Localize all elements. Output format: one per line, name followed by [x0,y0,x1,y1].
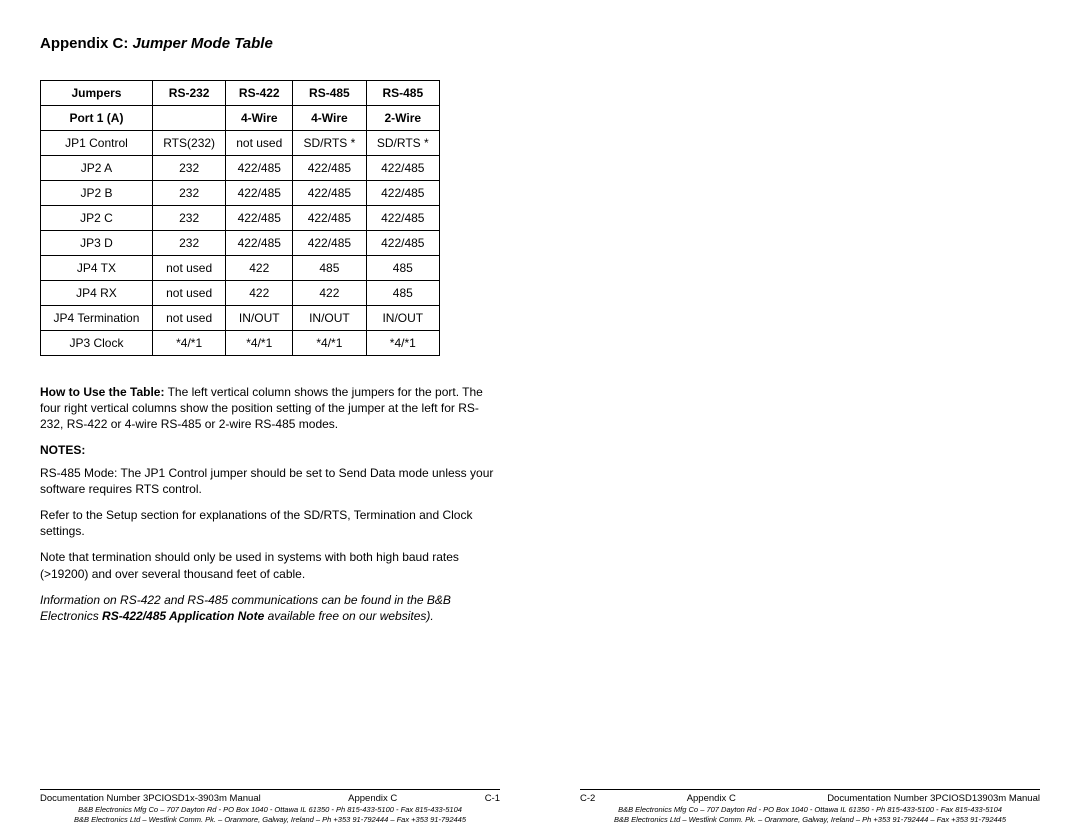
th: RS-422 [226,81,293,106]
note4-b: RS-422/485 Application Note [102,609,264,623]
note-4: Information on RS-422 and RS-485 communi… [40,592,500,624]
table-row: JP2 A232422/485422/485422/485 [41,156,440,181]
table-row: JP4 Terminationnot usedIN/OUTIN/OUTIN/OU… [41,306,440,331]
table-cell: JP2 B [41,181,153,206]
table-cell: 485 [366,281,439,306]
footer-tiny-2: B&B Electronics Ltd – Westlink Comm. Pk.… [40,815,500,824]
table-cell: not used [152,281,225,306]
table-cell: not used [152,256,225,281]
table-cell: *4/*1 [152,331,225,356]
table-row: JP4 TXnot used422485485 [41,256,440,281]
table-cell: 422/485 [293,206,366,231]
table-cell: 485 [366,256,439,281]
right-page: C-2 Appendix C Documentation Number 3PCI… [540,0,1080,834]
note4-c: available free on our websites). [264,609,433,623]
table-cell: 422/485 [293,231,366,256]
table-cell: 422/485 [366,206,439,231]
left-page: Appendix C: Jumper Mode Table Jumpers RS… [0,0,540,834]
footer-page: C-2 [580,793,595,804]
right-footer: C-2 Appendix C Documentation Number 3PCI… [580,789,1040,824]
table-cell: 485 [293,256,366,281]
table-cell: JP4 RX [41,281,153,306]
table-cell: 232 [152,231,225,256]
jumper-table: Jumpers RS-232 RS-422 RS-485 RS-485 Port… [40,80,440,356]
footer-doc: Documentation Number 3PCIOSD1x-3903m Man… [40,793,261,804]
table-cell: JP4 TX [41,256,153,281]
th: RS-485 [293,81,366,106]
heading-prefix: Appendix C: [40,35,128,52]
table-cell: 422/485 [366,156,439,181]
footer-doc: Documentation Number 3PCIOSD13903m Manua… [827,793,1040,804]
table-cell: 422/485 [226,231,293,256]
table-cell: 422/485 [293,181,366,206]
table-cell: 422 [226,256,293,281]
table-cell: 422 [226,281,293,306]
table-cell: JP2 C [41,206,153,231]
footer-tiny-1: B&B Electronics Mfg Co – 707 Dayton Rd -… [40,805,500,814]
table-cell: JP3 D [41,231,153,256]
left-footer: Documentation Number 3PCIOSD1x-3903m Man… [40,789,500,824]
th: RS-232 [152,81,225,106]
footer-tiny-2: B&B Electronics Ltd – Westlink Comm. Pk.… [580,815,1040,824]
note-1: RS-485 Mode: The JP1 Control jumper shou… [40,465,500,497]
table-row: JP4 RXnot used422422485 [41,281,440,306]
table-cell: IN/OUT [366,306,439,331]
note-2: Refer to the Setup section for explanati… [40,507,500,539]
note-3: Note that termination should only be use… [40,549,500,581]
table-cell: 232 [152,156,225,181]
table-cell: *4/*1 [226,331,293,356]
table-header-row-1: Jumpers RS-232 RS-422 RS-485 RS-485 [41,81,440,106]
table-cell: IN/OUT [226,306,293,331]
footer-mid: Appendix C [348,793,397,804]
table-cell: 422/485 [226,206,293,231]
th: 2-Wire [366,106,439,131]
heading-title: Jumper Mode Table [133,35,273,52]
table-cell: 422/485 [293,156,366,181]
footer-tiny-1: B&B Electronics Mfg Co – 707 Dayton Rd -… [580,805,1040,814]
table-cell: 422/485 [226,181,293,206]
table-header-row-2: Port 1 (A) 4-Wire 4-Wire 2-Wire [41,106,440,131]
howto-label: How to Use the Table: [40,385,164,399]
table-row: JP1 ControlRTS(232)not usedSD/RTS *SD/RT… [41,131,440,156]
th: 4-Wire [293,106,366,131]
table-cell: not used [226,131,293,156]
howto-para: How to Use the Table: The left vertical … [40,384,500,433]
table-cell: 232 [152,181,225,206]
table-cell: JP3 Clock [41,331,153,356]
table-cell: *4/*1 [293,331,366,356]
table-cell: 232 [152,206,225,231]
table-row: JP2 C232422/485422/485422/485 [41,206,440,231]
table-cell: RTS(232) [152,131,225,156]
th: Jumpers [41,81,153,106]
table-cell: 422/485 [226,156,293,181]
th: 4-Wire [226,106,293,131]
table-cell: IN/OUT [293,306,366,331]
table-cell: *4/*1 [366,331,439,356]
footer-mid: Appendix C [687,793,736,804]
table-cell: 422/485 [366,181,439,206]
table-cell: 422 [293,281,366,306]
table-cell: JP1 Control [41,131,153,156]
th [152,106,225,131]
table-cell: JP2 A [41,156,153,181]
table-cell: 422/485 [366,231,439,256]
table-cell: SD/RTS * [293,131,366,156]
table-row: JP3 Clock*4/*1*4/*1*4/*1*4/*1 [41,331,440,356]
table-row: JP3 D232422/485422/485422/485 [41,231,440,256]
table-cell: JP4 Termination [41,306,153,331]
notes-heading: NOTES: [40,443,500,457]
table-cell: not used [152,306,225,331]
table-row: JP2 B232422/485422/485422/485 [41,181,440,206]
page-heading: Appendix C: Jumper Mode Table [40,35,500,52]
th: RS-485 [366,81,439,106]
footer-page: C-1 [485,793,500,804]
th: Port 1 (A) [41,106,153,131]
table-cell: SD/RTS * [366,131,439,156]
